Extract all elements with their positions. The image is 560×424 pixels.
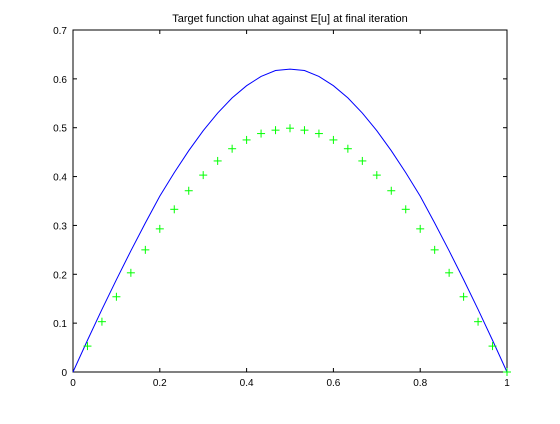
y-tick-label: 0.3 xyxy=(53,221,67,232)
data-point-marker xyxy=(430,245,439,254)
data-point-marker xyxy=(199,171,208,180)
y-tick-label: 0.4 xyxy=(53,173,67,184)
data-point-marker xyxy=(459,292,468,301)
x-tick-label: 0.6 xyxy=(326,378,340,389)
data-point-marker xyxy=(503,368,511,376)
data-point-marker xyxy=(112,292,121,301)
data-point-marker xyxy=(488,342,497,351)
data-point-marker xyxy=(474,317,483,326)
data-point-marker xyxy=(242,135,251,144)
data-point-marker xyxy=(401,205,410,214)
data-point-marker xyxy=(271,126,280,135)
data-point-marker xyxy=(97,317,106,326)
data-point-marker xyxy=(83,342,92,351)
data-point-marker xyxy=(329,135,338,144)
data-point-marker xyxy=(300,126,309,135)
x-tick-label: 0 xyxy=(70,378,76,389)
data-point-marker xyxy=(126,268,135,277)
x-tick-label: 0.8 xyxy=(413,378,427,389)
data-point-marker xyxy=(155,224,164,233)
y-tick-label: 0.2 xyxy=(53,270,67,281)
data-point-marker xyxy=(358,156,367,165)
y-tick-label: 0.7 xyxy=(53,26,67,37)
plot-area: 0 0.2 0.4 0.6 0.8 1 0 0.1 0.2 0.3 0.4 0.5 0.6 0.7 xyxy=(53,26,511,389)
data-point-marker xyxy=(213,156,222,165)
series-line xyxy=(72,68,508,373)
data-point-marker xyxy=(228,144,237,153)
data-point-marker xyxy=(314,129,323,138)
data-point-marker xyxy=(257,129,266,138)
data-point-marker xyxy=(387,186,396,195)
y-tick-label: 0 xyxy=(61,368,67,379)
data-point-marker xyxy=(286,124,294,133)
axes-frame xyxy=(72,29,508,373)
y-tick-label: 0.1 xyxy=(53,319,67,330)
data-point-marker xyxy=(170,205,179,214)
y-tick-label: 0.6 xyxy=(53,75,67,86)
data-point-marker xyxy=(141,245,150,254)
x-tick-label: 0.2 xyxy=(153,378,167,389)
x-tick-label: 1 xyxy=(504,378,510,389)
data-point-marker xyxy=(343,144,352,153)
chart-title: Target function uhat against E[u] at fin… xyxy=(172,13,407,25)
data-point-marker xyxy=(184,186,193,195)
x-tick-label: 0.4 xyxy=(240,378,254,389)
y-tick-label: 0.5 xyxy=(53,124,67,135)
data-point-marker xyxy=(372,171,381,180)
data-point-marker xyxy=(445,268,454,277)
data-point-marker xyxy=(416,224,425,233)
